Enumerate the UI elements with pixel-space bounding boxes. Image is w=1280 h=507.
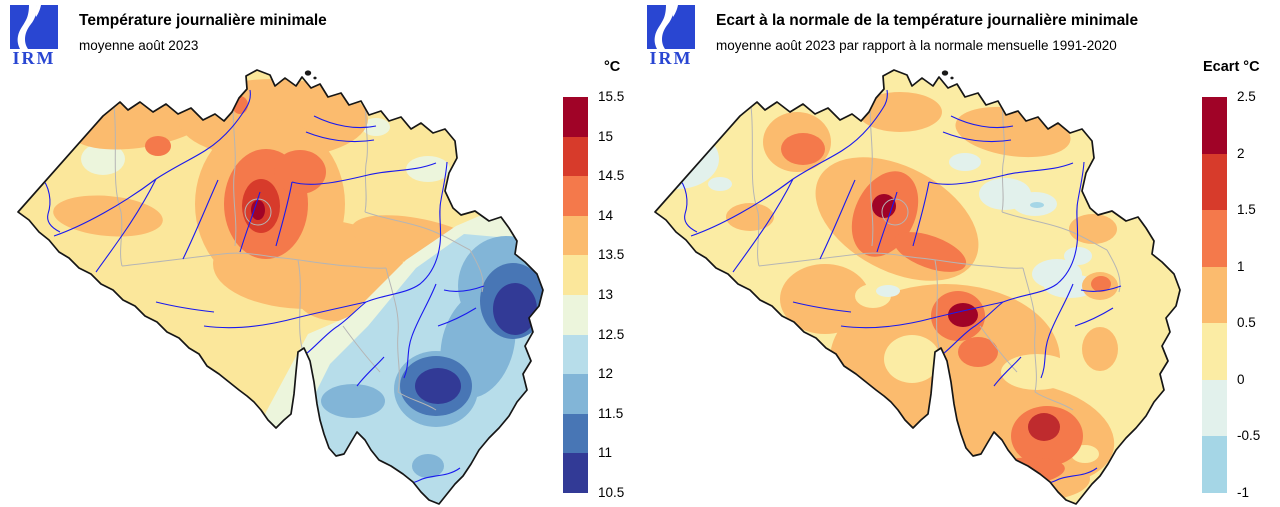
colorbar-band [563,255,588,296]
irm-logo-icon [647,5,695,49]
colorbar-tick-label: -0.5 [1237,428,1261,444]
anomaly-colorbar: 2.5 2 1.5 1 0.5 0 -0.5 -1 [1202,89,1260,500]
colorbar-tick-label: 1 [1237,258,1245,274]
colorbar-band [563,176,588,217]
map-title: Ecart à la normale de la température jou… [716,12,1139,29]
map-subtitle: moyenne août 2023 par rapport à la norma… [716,38,1117,53]
baarle-enclave-dot [941,70,949,76]
colorbar-tick-label: 13 [598,287,614,302]
temperature-map-svg [17,69,544,505]
panel-anomaly: IRM Ecart à la normale de la température… [637,0,1277,507]
irm-logo: IRM [647,5,695,67]
colorbar-band [563,97,588,138]
colorbar-tick-label: 1.5 [1237,202,1256,218]
irm-logo: IRM [10,5,58,67]
irm-logo-icon [10,5,58,49]
country-outline [17,69,544,505]
colorbar-tick-label: -1 [1237,485,1250,500]
baarle-enclave-dot [950,76,954,80]
colorbar-tick-label: 11.5 [598,405,624,421]
colorbar-band [1202,210,1227,268]
colorbar-tick-label: 14 [598,207,614,223]
colorbar-band [1202,266,1227,324]
colorbar-tick-label: 13.5 [598,247,625,263]
colorbar-band [563,295,588,336]
colorbar-tick-label: 0 [1237,371,1245,387]
colorbar-band [563,215,588,256]
colorbar-band [563,136,588,177]
colorbar-band [563,334,588,375]
colorbar-band [1202,153,1227,211]
colorbar-tick-label: 15.5 [598,89,625,104]
colorbar-band [563,453,588,494]
baarle-enclave-dot [313,76,317,80]
colorbar-tick-label: 10.5 [598,485,625,500]
colorbar-band [1202,436,1227,494]
irm-logo-text: IRM [649,48,693,68]
panel-temperature: IRM Température journalière minimale moy… [10,5,624,505]
colorbar-unit-label: °C [604,59,621,75]
colorbar-band [1202,379,1227,437]
colorbar-tick-label: 12 [598,366,614,382]
colorbar-band [1202,323,1227,381]
irm-logo-text: IRM [12,48,56,68]
colorbar-tick-label: 2.5 [1237,89,1256,104]
colorbar-tick-label: 11 [598,445,613,461]
country-outline [654,69,1181,505]
colorbar-tick-label: 15 [598,128,614,144]
baarle-enclave-dot [304,70,312,76]
colorbar-unit-label: Ecart °C [1203,59,1260,75]
colorbar-band [1202,97,1227,155]
temperature-colorbar: 15.5 15 14.5 14 13.5 13 12.5 12 11.5 11 10.5 [563,89,624,500]
colorbar-tick-label: 12.5 [598,326,625,342]
anomaly-map-svg [654,69,1181,505]
rivers [39,89,485,490]
colorbar-band [563,413,588,454]
map-title: Température journalière minimale [79,12,327,29]
colorbar-tick-label: 14.5 [598,168,625,184]
colorbar-tick-label: 2 [1237,145,1245,161]
colorbar-tick-label: 0.5 [1237,315,1256,331]
map-subtitle: moyenne août 2023 [79,38,199,53]
colorbar-band [563,374,588,415]
